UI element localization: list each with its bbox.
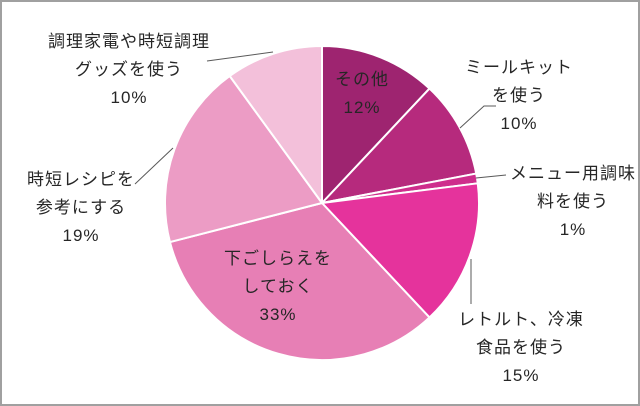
leader-line-7: [206, 51, 274, 62]
leader-line-2: [459, 105, 496, 129]
leader-line-6: [134, 147, 174, 185]
pie-slice-5: [168, 202, 431, 361]
pie-slice-4: [321, 182, 480, 319]
pie-slice-7: [228, 45, 323, 204]
pie-slice-1: [321, 45, 431, 204]
leader-line-3: [475, 174, 507, 179]
pie-slice-2: [321, 87, 478, 204]
pie-slice-6: [164, 74, 323, 244]
